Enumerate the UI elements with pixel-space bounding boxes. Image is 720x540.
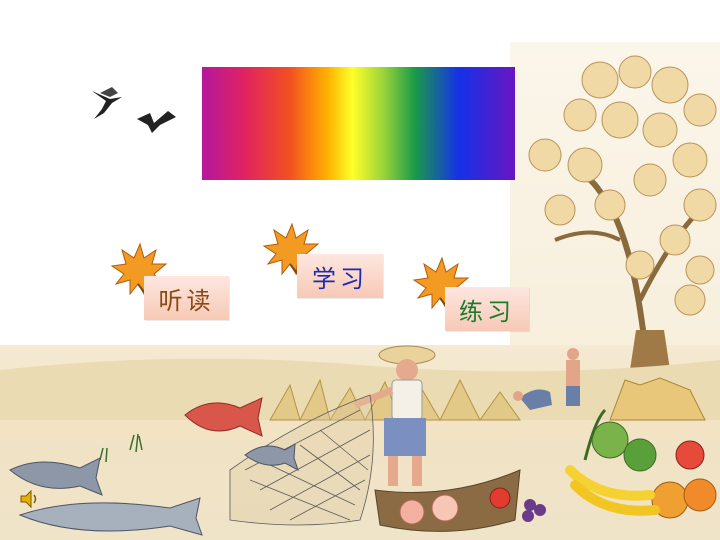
fishing-net — [229, 394, 374, 526]
menu-item-practice[interactable]: 练习 — [412, 254, 530, 334]
fruit-basket — [399, 408, 717, 525]
field-workers — [513, 348, 580, 410]
speaker-icon[interactable] — [18, 488, 40, 510]
autumn-tree — [528, 55, 717, 371]
menu-item-study[interactable]: 学习 — [262, 220, 384, 300]
flying-birds — [92, 87, 176, 133]
title-banner — [202, 67, 515, 180]
menu-item-label: 学习 — [297, 254, 383, 298]
menu-item-label: 听读 — [144, 276, 229, 320]
menu-item-listen-read[interactable]: 听读 — [110, 240, 230, 322]
farmer-with-net — [353, 345, 436, 486]
fish — [9, 397, 299, 536]
grass-tufts — [99, 433, 143, 463]
menu-item-label: 练习 — [445, 287, 529, 331]
